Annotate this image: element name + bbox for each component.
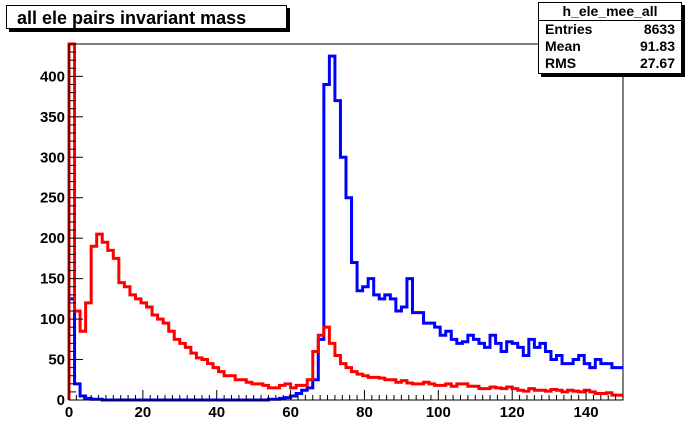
stats-entries-value: 8633 (643, 21, 675, 37)
stats-mean-value: 91.83 (639, 38, 675, 54)
stats-box: h_ele_mee_all Entries 8633 Mean 91.83 RM… (538, 2, 682, 74)
x-tick-label: 100 (426, 404, 451, 421)
y-tick-label: 250 (40, 190, 65, 207)
stats-rms-label: RMS (545, 55, 577, 71)
y-tick-label: 200 (40, 230, 65, 247)
stats-row-rms: RMS 27.67 (539, 55, 681, 72)
x-tick-label: 60 (282, 404, 299, 421)
x-tick-label: 80 (356, 404, 373, 421)
stats-row-entries: Entries 8633 (539, 21, 681, 38)
stats-row-mean: Mean 91.83 (539, 38, 681, 55)
x-tick-label: 0 (65, 404, 73, 421)
y-tick-label: 350 (40, 109, 65, 126)
stats-rms-value: 27.67 (639, 55, 675, 71)
series-line-1 (67, 42, 623, 400)
x-tick-label: 140 (574, 404, 599, 421)
y-tick-label: 400 (40, 68, 65, 85)
stats-entries-label: Entries (545, 21, 593, 37)
stats-histogram-name: h_ele_mee_all (539, 3, 681, 21)
y-tick-label: 0 (57, 392, 65, 409)
x-tick-label: 20 (135, 404, 152, 421)
y-tick-label: 300 (40, 149, 65, 166)
stats-mean-label: Mean (545, 38, 581, 54)
plot-title: all ele pairs invariant mass (6, 5, 287, 29)
y-tick-label: 150 (40, 271, 65, 288)
y-tick-label: 100 (40, 311, 65, 328)
y-tick-label: 50 (48, 352, 65, 369)
x-tick-label: 120 (500, 404, 525, 421)
plot-title-text: all ele pairs invariant mass (17, 8, 247, 28)
x-tick-label: 40 (208, 404, 225, 421)
